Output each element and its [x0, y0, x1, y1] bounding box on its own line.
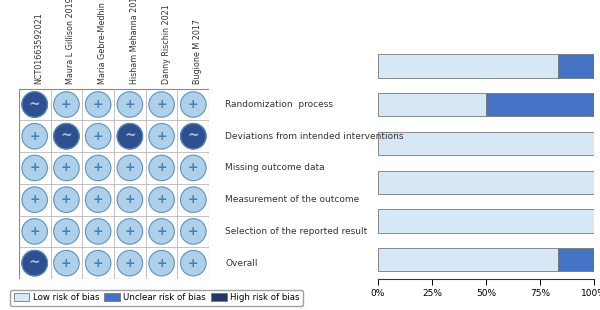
Circle shape	[54, 155, 79, 181]
Circle shape	[22, 123, 47, 149]
Text: Selection of the reported result: Selection of the reported result	[225, 227, 367, 236]
Text: +: +	[61, 193, 72, 206]
Circle shape	[149, 219, 174, 244]
Circle shape	[85, 155, 111, 181]
Text: +: +	[93, 257, 103, 270]
Text: Measurement of the outcome: Measurement of the outcome	[225, 195, 359, 204]
Circle shape	[85, 187, 111, 212]
Text: +: +	[93, 162, 103, 175]
Text: +: +	[156, 162, 167, 175]
Bar	[378, 132, 594, 155]
Text: ~: ~	[61, 129, 72, 143]
Circle shape	[22, 219, 47, 244]
Circle shape	[181, 123, 206, 149]
Text: Missing outcome data: Missing outcome data	[225, 163, 325, 172]
Text: Danny Rischin 2021: Danny Rischin 2021	[161, 4, 170, 84]
Circle shape	[22, 187, 47, 212]
Text: ~: ~	[124, 129, 136, 143]
Circle shape	[117, 187, 143, 212]
Text: +: +	[29, 130, 40, 143]
Circle shape	[54, 123, 79, 149]
Circle shape	[181, 187, 206, 212]
Text: +: +	[188, 193, 199, 206]
Text: +: +	[156, 257, 167, 270]
Circle shape	[149, 92, 174, 117]
Bar	[378, 248, 558, 271]
Circle shape	[181, 155, 206, 181]
Text: Deviations from intended interventions: Deviations from intended interventions	[225, 132, 404, 141]
Text: +: +	[156, 225, 167, 238]
Circle shape	[22, 155, 47, 181]
Bar	[378, 54, 558, 78]
Text: +: +	[125, 193, 135, 206]
Text: +: +	[125, 162, 135, 175]
Circle shape	[54, 92, 79, 117]
Text: NCT01663592021: NCT01663592021	[35, 12, 44, 84]
Text: +: +	[156, 193, 167, 206]
Circle shape	[85, 219, 111, 244]
Text: ~: ~	[188, 129, 199, 143]
Bar	[558, 248, 594, 271]
Text: +: +	[125, 98, 135, 111]
Text: +: +	[156, 98, 167, 111]
Text: +: +	[188, 225, 199, 238]
Text: Maria Gebre-Medhin 2021: Maria Gebre-Medhin 2021	[98, 0, 107, 84]
Circle shape	[22, 92, 47, 117]
Circle shape	[85, 250, 111, 276]
Text: +: +	[93, 98, 103, 111]
Circle shape	[117, 123, 143, 149]
Text: +: +	[29, 225, 40, 238]
Text: Overall: Overall	[225, 259, 257, 268]
Text: +: +	[188, 257, 199, 270]
Circle shape	[149, 187, 174, 212]
Text: +: +	[156, 130, 167, 143]
Text: +: +	[93, 225, 103, 238]
Text: ~: ~	[29, 97, 40, 112]
Circle shape	[181, 92, 206, 117]
Legend: Low risk of bias, Unclear risk of bias, High risk of bias: Low risk of bias, Unclear risk of bias, …	[10, 290, 303, 306]
Text: +: +	[29, 162, 40, 175]
Text: +: +	[188, 98, 199, 111]
Circle shape	[117, 155, 143, 181]
Circle shape	[149, 155, 174, 181]
Text: +: +	[61, 257, 72, 270]
Circle shape	[117, 219, 143, 244]
Circle shape	[117, 250, 143, 276]
Bar	[378, 93, 486, 116]
Text: +: +	[93, 130, 103, 143]
Bar	[378, 170, 594, 194]
Text: Randomization  process: Randomization process	[225, 100, 333, 109]
Bar	[486, 93, 594, 116]
Text: Maura L Gillison 2019: Maura L Gillison 2019	[67, 0, 76, 84]
Text: Bugione M 2017: Bugione M 2017	[193, 19, 202, 84]
Circle shape	[54, 187, 79, 212]
Text: +: +	[61, 98, 72, 111]
Circle shape	[85, 123, 111, 149]
Circle shape	[181, 250, 206, 276]
Circle shape	[149, 250, 174, 276]
Text: +: +	[125, 257, 135, 270]
Bar	[558, 54, 594, 78]
Circle shape	[54, 250, 79, 276]
Circle shape	[181, 219, 206, 244]
Text: Hisham Mehanna 2019: Hisham Mehanna 2019	[130, 0, 139, 84]
Text: +: +	[125, 225, 135, 238]
Circle shape	[149, 123, 174, 149]
Circle shape	[54, 219, 79, 244]
Text: +: +	[29, 193, 40, 206]
Circle shape	[85, 92, 111, 117]
Circle shape	[117, 92, 143, 117]
Bar	[378, 209, 594, 232]
Text: +: +	[61, 162, 72, 175]
Text: ~: ~	[29, 256, 40, 270]
Text: +: +	[93, 193, 103, 206]
Text: +: +	[61, 225, 72, 238]
Circle shape	[22, 250, 47, 276]
Text: +: +	[188, 162, 199, 175]
